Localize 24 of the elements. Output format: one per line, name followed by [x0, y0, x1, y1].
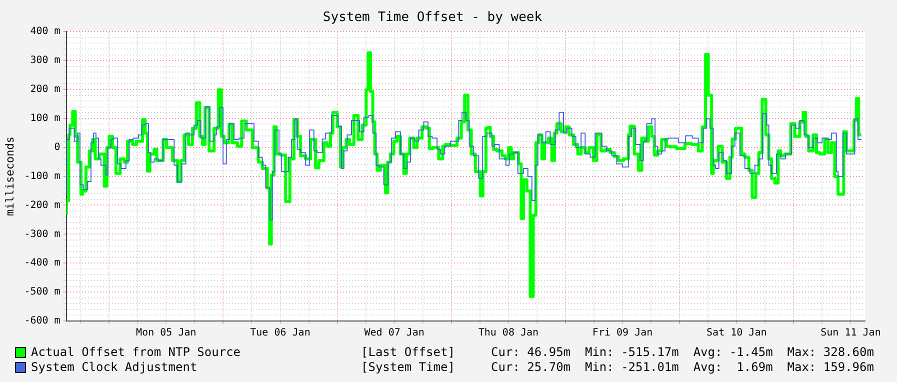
y-tick-label: 300 m	[30, 55, 60, 66]
legend-label: System Clock Adjustment	[31, 360, 198, 375]
x-tick-label: Thu 08 Jan	[478, 328, 539, 339]
y-tick-label: -200 m	[24, 200, 60, 211]
y-tick-label: 200 m	[30, 84, 60, 96]
x-tick-label: Sat 10 Jan	[706, 328, 767, 339]
y-tick-label: -500 m	[24, 286, 60, 298]
y-tick-label: 400 m	[30, 26, 60, 38]
text: [System Time] Cur: 25.70m Min: -251.01m Avg: 1.69m Max: 159.96m	[361, 360, 874, 375]
x-tick-label: Wed 07 Jan	[364, 328, 424, 339]
x-tick-label: Tue 06 Jan	[250, 328, 310, 339]
y-tick-label: -400 m	[24, 258, 60, 269]
y-tick-label: 0	[54, 142, 60, 153]
y-tick-label: 100 m	[30, 113, 60, 124]
y-tick-label: -600 m	[24, 316, 60, 327]
text: [Last Offset] Cur: 46.95m Min: -515.17m Avg: -1.45m Max: 328.60m	[361, 345, 874, 360]
y-tick-label: -300 m	[24, 228, 60, 240]
chart-title: System Time Offset - by week	[322, 10, 542, 26]
y-tick-label: -100 m	[24, 170, 60, 182]
x-tick-label: Sun 11 Jan	[820, 328, 881, 339]
x-tick-label: Fri 09 Jan	[592, 328, 653, 339]
x-tick-label: Mon 05 Jan	[136, 328, 196, 339]
y-axis-title: milliseconds	[3, 136, 16, 216]
legend-label: Actual Offset from NTP Source	[31, 345, 242, 360]
